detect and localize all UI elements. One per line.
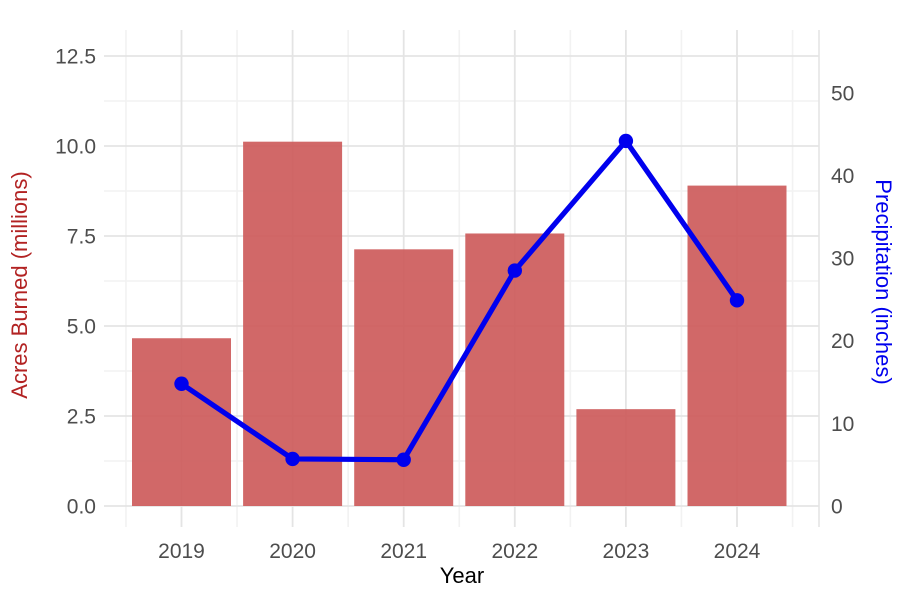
right-axis-title: Precipitation (inches) (871, 179, 896, 384)
x-axis-title: Year (440, 563, 484, 588)
right-tick-label: 10 (831, 413, 854, 436)
left-tick-label: 5.0 (67, 315, 96, 338)
precipitation-line (178, 138, 740, 463)
x-tick-label: 2023 (603, 540, 650, 563)
left-tick-label: 10.0 (55, 135, 96, 158)
x-tick-label: 2024 (714, 540, 761, 563)
x-tick-label: 2021 (380, 540, 427, 563)
bar-2019 (132, 338, 231, 506)
right-tick-label: 40 (831, 165, 854, 188)
line-point-2024 (729, 293, 745, 308)
right-tick-label: 30 (831, 248, 854, 271)
bar-2023 (576, 409, 676, 506)
right-tick-label: 50 (831, 82, 854, 105)
left-axis-title: Acres Burned (millions) (7, 171, 32, 398)
bar-2024 (687, 185, 787, 506)
left-axis-tick-labels: 0.0 2.5 5.0 7.5 10.0 12.5 (55, 45, 96, 518)
x-tick-label: 2022 (491, 540, 538, 563)
bar-2020 (243, 141, 343, 506)
right-tick-label: 20 (831, 330, 854, 353)
bar-2022 (465, 233, 565, 507)
bar-2021 (354, 249, 454, 506)
left-tick-label: 2.5 (67, 405, 96, 428)
bar-series (132, 141, 787, 507)
left-tick-label: 0.0 (67, 495, 96, 518)
x-tick-label: 2019 (158, 540, 205, 563)
right-axis-tick-labels: 0 10 20 30 40 50 (831, 82, 854, 518)
line-point-2020 (285, 451, 300, 467)
x-axis-tick-labels: 2019 2020 2021 2022 2023 2024 (158, 540, 761, 563)
line-point-2019 (174, 376, 189, 391)
line-point-2023 (618, 133, 634, 149)
line-point-2021 (396, 452, 411, 467)
left-tick-label: 7.5 (67, 225, 96, 248)
x-tick-label: 2020 (269, 540, 316, 563)
right-tick-label: 0 (831, 495, 843, 518)
line-point-2022 (507, 263, 522, 278)
left-tick-label: 12.5 (55, 45, 96, 68)
line-series (174, 133, 745, 467)
